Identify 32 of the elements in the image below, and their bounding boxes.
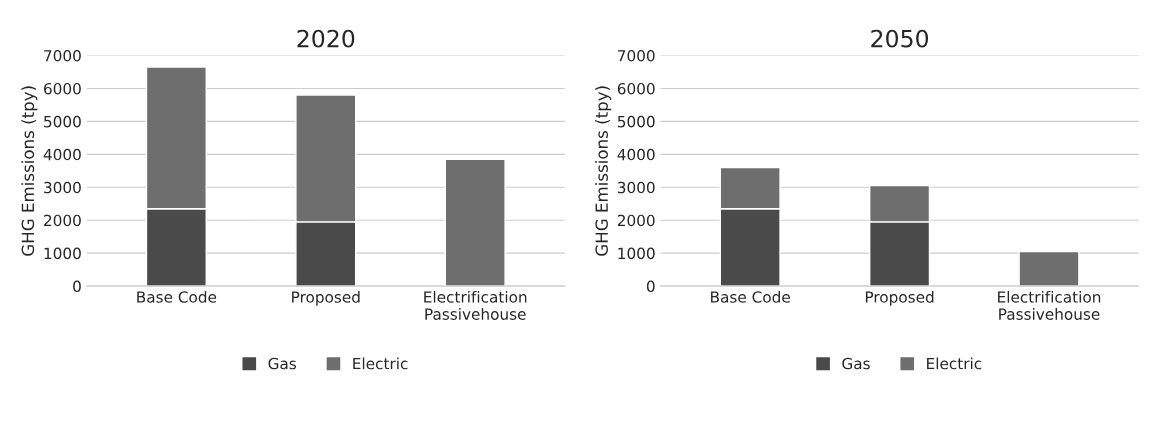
x-tick-label: Base Code <box>137 290 217 303</box>
y-tick-label: 6000 <box>617 82 655 95</box>
y-tick-label: 5000 <box>617 115 655 128</box>
y-tick-label: 1000 <box>44 247 81 260</box>
legend-label: Electric <box>927 357 982 370</box>
y-tick-label: 5000 <box>44 115 81 128</box>
chart-title: 2050 <box>871 29 929 48</box>
y-tick-label: 7000 <box>44 49 81 62</box>
chart-title: 2020 <box>297 29 355 48</box>
y-tick-label: 3000 <box>44 181 81 194</box>
y-axis-title: GHG Emissions (tpy) <box>21 86 38 256</box>
y-tick-label: 0 <box>646 280 655 293</box>
x-tick-label: Proposed <box>865 290 934 306</box>
y-tick-label: 2000 <box>617 214 655 227</box>
x-tick-label: Electrification Passivehouse <box>998 290 1101 320</box>
bar <box>444 158 506 287</box>
y-tick-label: 1000 <box>618 247 655 260</box>
y-tick-label: 0 <box>73 280 81 293</box>
x-tick-label: Electrification Passivehouse <box>424 290 527 320</box>
bar <box>1018 250 1080 287</box>
y-tick-label: 2000 <box>44 214 81 227</box>
legend-label: Gas <box>842 357 870 370</box>
y-tick-label: 4000 <box>617 148 655 161</box>
y-tick-label: 3000 <box>617 181 655 194</box>
y-tick-label: 7000 <box>618 49 655 62</box>
x-tick-label: Proposed <box>292 290 360 306</box>
legend-label: Electric <box>353 357 408 370</box>
y-tick-label: 4000 <box>43 148 81 161</box>
y-tick-label: 6000 <box>44 82 81 95</box>
y-axis-title: GHG Emissions (tpy) <box>595 86 612 256</box>
legend-label: Gas <box>268 357 297 370</box>
x-tick-label: Base Code <box>711 290 790 303</box>
